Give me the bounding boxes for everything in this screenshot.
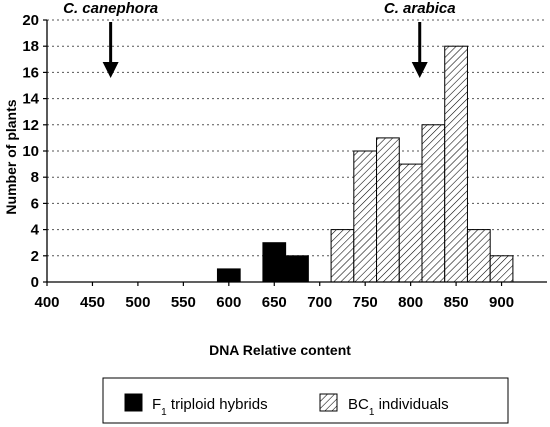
- x-tick-label-900: 900: [489, 294, 514, 311]
- y-tick-label-6: 6: [31, 195, 39, 212]
- legend-box: [102, 377, 509, 424]
- x-tick-label-500: 500: [125, 294, 150, 311]
- x-tick-label-450: 450: [80, 294, 105, 311]
- y-tick-labels: 0 2 4 6 8 10 12 14 16 18 20: [22, 12, 39, 291]
- bar-bc1-725: [330, 229, 355, 283]
- bar-f1-650: [262, 242, 287, 283]
- bar-bc1-900: [489, 255, 514, 283]
- legend: F1 triploid hybrids BC1 individuals: [102, 377, 509, 424]
- bar-f1-675: [285, 255, 309, 283]
- bar-bc1-850: [444, 45, 468, 283]
- y-tick-label-8: 8: [31, 169, 39, 186]
- y-tick-label-12: 12: [22, 117, 39, 134]
- bar-bc1-775: [376, 137, 400, 283]
- y-axis-title: Number of plants: [3, 99, 19, 214]
- x-tick-label-600: 600: [216, 294, 241, 311]
- bar-f1-600: [216, 268, 241, 283]
- y-tick-label-20: 20: [22, 12, 39, 29]
- legend-label-bc1: BC1 individuals: [348, 396, 449, 418]
- legend-swatch-f1: [124, 393, 143, 412]
- y-tick-label-16: 16: [22, 64, 39, 81]
- x-tick-label-650: 650: [262, 294, 287, 311]
- annotation-c-arabica: C. arabica: [384, 0, 456, 17]
- annotation-c-canephora: C. canephora: [63, 0, 158, 17]
- gridlines: [47, 19, 547, 257]
- legend-label-f1: F1 triploid hybrids: [152, 396, 268, 418]
- annotation-arrow-head-c-canephora: [102, 62, 119, 78]
- annotations: C. canephora C. arabica: [63, 0, 456, 78]
- y-tick-label-10: 10: [22, 143, 39, 160]
- bar-bc1-875: [466, 229, 491, 283]
- y-tick-label-14: 14: [22, 91, 39, 108]
- y-tick-label-18: 18: [22, 38, 39, 55]
- x-tick-label-850: 850: [444, 294, 469, 311]
- x-tick-label-700: 700: [307, 294, 332, 311]
- y-tick-label-0: 0: [31, 274, 39, 291]
- bars: [216, 45, 514, 283]
- bar-bc1-800: [398, 163, 423, 283]
- x-tick-label-800: 800: [398, 294, 423, 311]
- y-tick-label-2: 2: [31, 248, 39, 265]
- x-axis-title: DNA Relative content: [209, 342, 351, 358]
- x-tick-label-750: 750: [353, 294, 378, 311]
- x-tick-labels: 400 450 500 550 600 650 700 750 800 850 900: [34, 294, 514, 311]
- legend-swatch-bc1: [319, 393, 338, 412]
- x-tick-label-400: 400: [34, 294, 59, 311]
- bar-bc1-825: [421, 124, 446, 283]
- annotation-arrow-head-c-arabica: [411, 62, 428, 78]
- y-tick-label-4: 4: [31, 222, 40, 239]
- axes: [43, 19, 547, 286]
- bar-bc1-750: [353, 150, 378, 283]
- x-tick-label-550: 550: [171, 294, 196, 311]
